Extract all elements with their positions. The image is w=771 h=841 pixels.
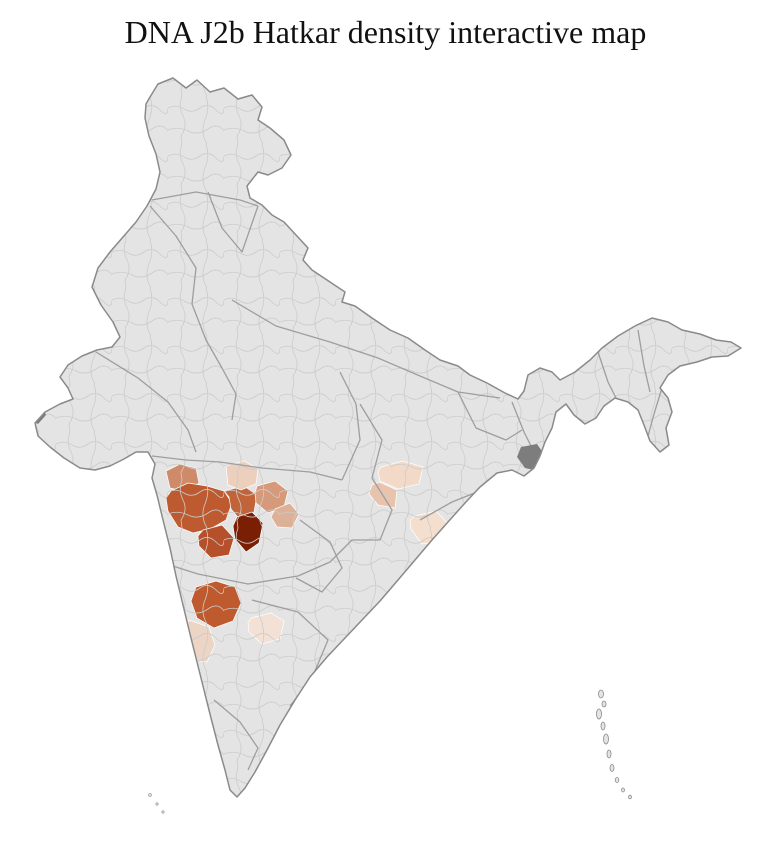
lakshadweep-islands[interactable] [148, 793, 165, 814]
state-boundaries [95, 191, 663, 771]
page-title: DNA J2b Hatkar density interactive map [124, 14, 647, 50]
andaman-nicobar-islands[interactable] [596, 689, 632, 800]
